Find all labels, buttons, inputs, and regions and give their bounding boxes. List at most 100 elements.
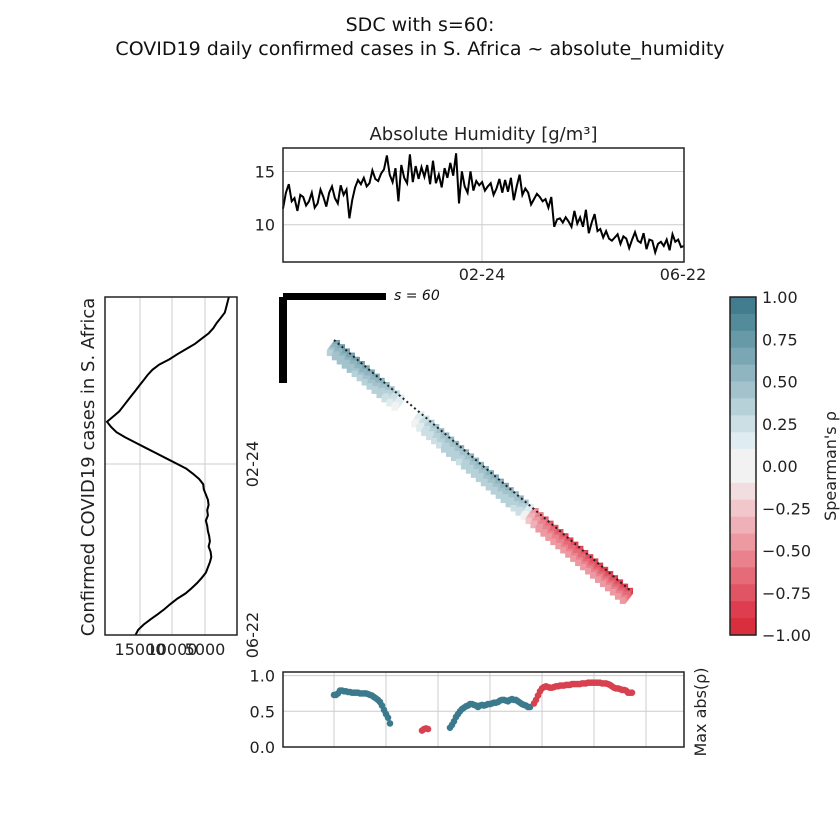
colorbar-segment bbox=[730, 550, 756, 568]
top-panel-title: Absolute Humidity [g/m³] bbox=[369, 124, 597, 145]
figure-title-line2: COVID19 daily confirmed cases in S. Afri… bbox=[115, 38, 725, 60]
heatmap-cell bbox=[391, 404, 398, 411]
colorbar-tick-label: 0.75 bbox=[762, 330, 798, 349]
colorbar-segment bbox=[730, 449, 756, 467]
heatmap-cell bbox=[510, 505, 517, 512]
heatmap-cell bbox=[480, 479, 487, 487]
heatmap-cell bbox=[555, 542, 562, 550]
heatmap-cell bbox=[485, 484, 492, 491]
figure-title-line1: SDC with s=60: bbox=[345, 14, 495, 36]
max-rho-point bbox=[384, 714, 392, 721]
bottom-panel-frame bbox=[282, 671, 685, 748]
colorbar-segment bbox=[730, 364, 756, 383]
heatmap-cell bbox=[326, 349, 333, 357]
bottom-ytick-label: 1.0 bbox=[250, 667, 275, 686]
top-ytick-label: 15 bbox=[255, 162, 275, 181]
colorbar-segment bbox=[730, 415, 756, 433]
colorbar-segment bbox=[730, 381, 756, 399]
colorbar-segment bbox=[730, 297, 756, 315]
colorbar-segment bbox=[730, 533, 756, 552]
heatmap-cell bbox=[331, 353, 338, 361]
heatmap-cell bbox=[490, 488, 497, 495]
max-rho-point bbox=[386, 720, 394, 727]
window-size-annotation: s = 60 bbox=[394, 288, 440, 304]
colorbar-segment bbox=[730, 347, 756, 366]
heatmap-cell bbox=[609, 589, 616, 596]
heatmap-cell bbox=[421, 429, 428, 436]
left-xtick-label: 15000 bbox=[115, 640, 166, 659]
heatmap-cell bbox=[590, 572, 596, 579]
colorbar-segment bbox=[730, 499, 756, 518]
max-rho-point bbox=[424, 725, 432, 733]
heatmap-cell bbox=[525, 517, 532, 525]
colorbar-segment bbox=[730, 482, 756, 501]
colorbar-segment bbox=[730, 313, 756, 332]
cases-line bbox=[105, 296, 230, 636]
heatmap-cell bbox=[431, 437, 438, 445]
colorbar-segment bbox=[730, 466, 756, 484]
colorbar-tick-label: 1.00 bbox=[762, 288, 798, 307]
heatmap-cell bbox=[386, 400, 393, 407]
left-panel-frame bbox=[104, 296, 238, 636]
window-size-bar-vertical bbox=[279, 297, 287, 383]
heatmap-cell bbox=[515, 509, 522, 516]
heatmap-cell bbox=[356, 374, 363, 382]
heatmap-cell bbox=[540, 530, 547, 537]
heatmap-cell bbox=[381, 395, 388, 403]
heatmap-cell bbox=[565, 551, 572, 558]
heatmap-cell bbox=[604, 584, 611, 592]
heatmap-cell bbox=[585, 568, 592, 575]
top-xtick-label: 06-22 bbox=[660, 265, 707, 284]
heatmap-cell bbox=[470, 471, 477, 478]
colorbar-segment bbox=[730, 516, 756, 535]
left-xtick-label: 5000 bbox=[185, 640, 226, 659]
heatmap-cell bbox=[411, 421, 418, 428]
heatmap-cell bbox=[500, 496, 507, 504]
heatmap-cell bbox=[371, 387, 378, 394]
colorbar-segment bbox=[730, 601, 756, 619]
top-panel-frame bbox=[282, 147, 685, 263]
colorbar-segment bbox=[730, 584, 756, 602]
heatmap-cell bbox=[580, 563, 587, 571]
top-xtick-label: 02-24 bbox=[459, 265, 506, 284]
heatmap-cell bbox=[535, 526, 542, 533]
heatmap-cell bbox=[451, 454, 457, 462]
heatmap-cell bbox=[436, 442, 443, 449]
heatmap-cell bbox=[426, 433, 433, 441]
heatmap-cell bbox=[376, 391, 383, 399]
humidity-line bbox=[282, 153, 685, 257]
heatmap-cell bbox=[575, 559, 582, 567]
left-ytick-label: 06-22 bbox=[243, 612, 262, 659]
window-size-bar-horizontal bbox=[283, 293, 386, 300]
colorbar-tick-label: 0.25 bbox=[762, 415, 798, 434]
colorbar-tick-label: −0.75 bbox=[762, 584, 811, 603]
colorbar-label: Spearman's ρ bbox=[821, 411, 840, 521]
heatmap-cell bbox=[520, 513, 527, 520]
heatmap-cell bbox=[361, 379, 368, 386]
colorbar-tick-label: 0.00 bbox=[762, 457, 798, 476]
heatmap-cell bbox=[614, 593, 621, 600]
heatmap-cell bbox=[416, 425, 423, 432]
heatmap-cell bbox=[495, 492, 502, 499]
heatmap-cell bbox=[441, 446, 447, 453]
colorbar-tick-label: −0.50 bbox=[762, 542, 811, 561]
heatmap-cell bbox=[465, 467, 472, 474]
colorbar-tick-label: −0.25 bbox=[762, 499, 811, 518]
heatmap-cell bbox=[460, 463, 467, 470]
heatmap-cell bbox=[560, 547, 567, 554]
heatmap-cell bbox=[530, 521, 537, 529]
heatmap-cell bbox=[570, 555, 577, 562]
colorbar-segment bbox=[730, 618, 756, 636]
colorbar-segment bbox=[730, 567, 756, 585]
max-rho-point bbox=[628, 689, 636, 696]
colorbar-segment bbox=[730, 330, 756, 349]
heatmap-cell bbox=[446, 450, 452, 457]
heatmap-cell bbox=[346, 366, 353, 373]
heatmap-cell bbox=[351, 370, 358, 378]
bottom-ytick-label: 0.0 bbox=[250, 738, 275, 757]
bottom-ytick-label: 0.5 bbox=[250, 702, 275, 721]
heatmap-cell bbox=[545, 534, 552, 541]
diagonal-dotted-line bbox=[333, 339, 633, 593]
heatmap-cell bbox=[336, 358, 343, 365]
